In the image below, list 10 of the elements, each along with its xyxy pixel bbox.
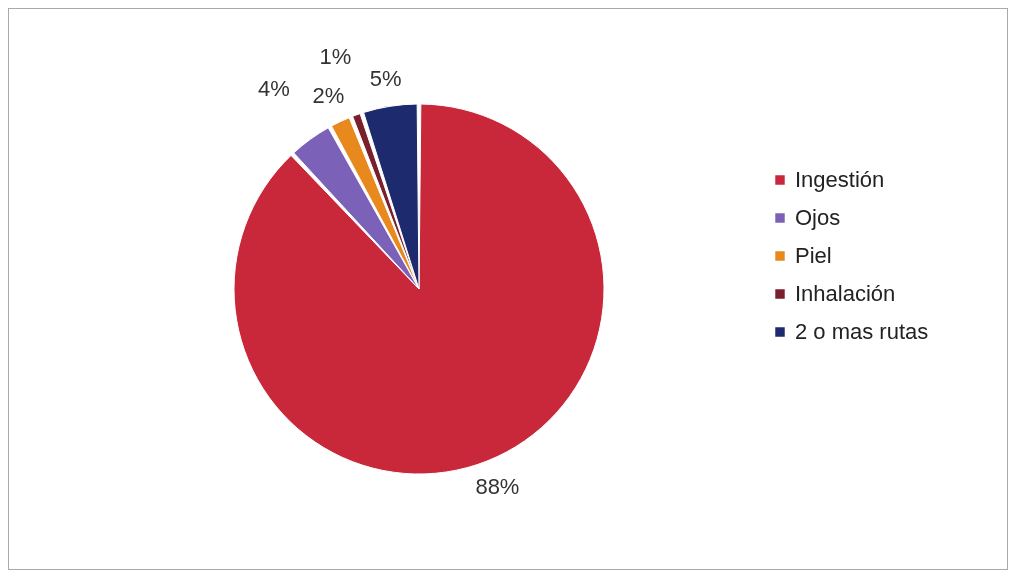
data-label: 4%	[257, 76, 290, 102]
legend-label: Inhalación	[795, 281, 896, 306]
data-label: 88%	[475, 474, 520, 500]
data-label: 1%	[319, 43, 352, 69]
data-label: 5%	[369, 65, 402, 91]
legend-label: 2 o mas rutas	[795, 319, 929, 344]
data-label: 2%	[312, 83, 345, 109]
legend-label: Ingestión	[795, 167, 885, 192]
legend-label: Ojos	[795, 205, 841, 230]
legend-label: Piel	[795, 243, 832, 268]
